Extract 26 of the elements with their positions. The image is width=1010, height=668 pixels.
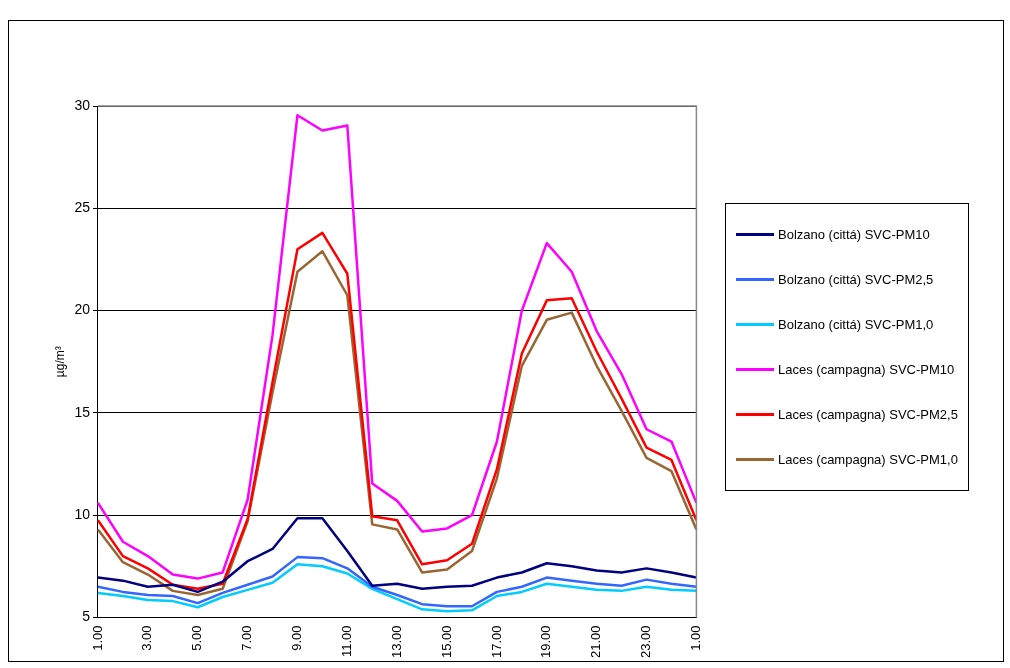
legend-label: Laces (campagna) SVC-PM1,0 bbox=[778, 452, 958, 467]
legend-label: Laces (campagna) SVC-PM2,5 bbox=[778, 407, 958, 422]
y-tick-label: 10 bbox=[74, 506, 91, 523]
x-tick-label: 1.00 bbox=[687, 625, 703, 651]
y-tick-label: 25 bbox=[74, 199, 91, 216]
x-tick-label: 11.00 bbox=[338, 625, 354, 658]
y-tick-label: 15 bbox=[74, 403, 91, 420]
x-tick-label: 23.00 bbox=[638, 625, 654, 659]
y-tick-label: 30 bbox=[74, 96, 91, 113]
legend-label: Bolzano (cittá) SVC-PM10 bbox=[778, 227, 930, 242]
x-tick-label: 15.00 bbox=[438, 625, 454, 659]
x-tick-label: 21.00 bbox=[588, 625, 604, 659]
legend-label: Bolzano (cittá) SVC-PM2,5 bbox=[778, 272, 934, 287]
x-tick-label: 13.00 bbox=[388, 625, 404, 659]
y-tick-label: 20 bbox=[74, 301, 91, 318]
legend-label: Laces (campagna) SVC-PM10 bbox=[778, 362, 955, 377]
legend-label: Bolzano (cittá) SVC-PM1,0 bbox=[778, 317, 934, 332]
x-tick-label: 1.00 bbox=[89, 625, 105, 651]
x-tick-label: 3.00 bbox=[139, 625, 155, 651]
x-tick-label: 5.00 bbox=[189, 625, 205, 651]
y-axis-title: µg/m³ bbox=[52, 346, 67, 378]
x-tick-label: 7.00 bbox=[239, 625, 255, 651]
x-tick-label: 17.00 bbox=[488, 625, 504, 659]
y-tick-label: 5 bbox=[82, 608, 91, 625]
x-tick-label: 19.00 bbox=[538, 625, 554, 659]
x-tick-label: 9.00 bbox=[289, 625, 305, 651]
